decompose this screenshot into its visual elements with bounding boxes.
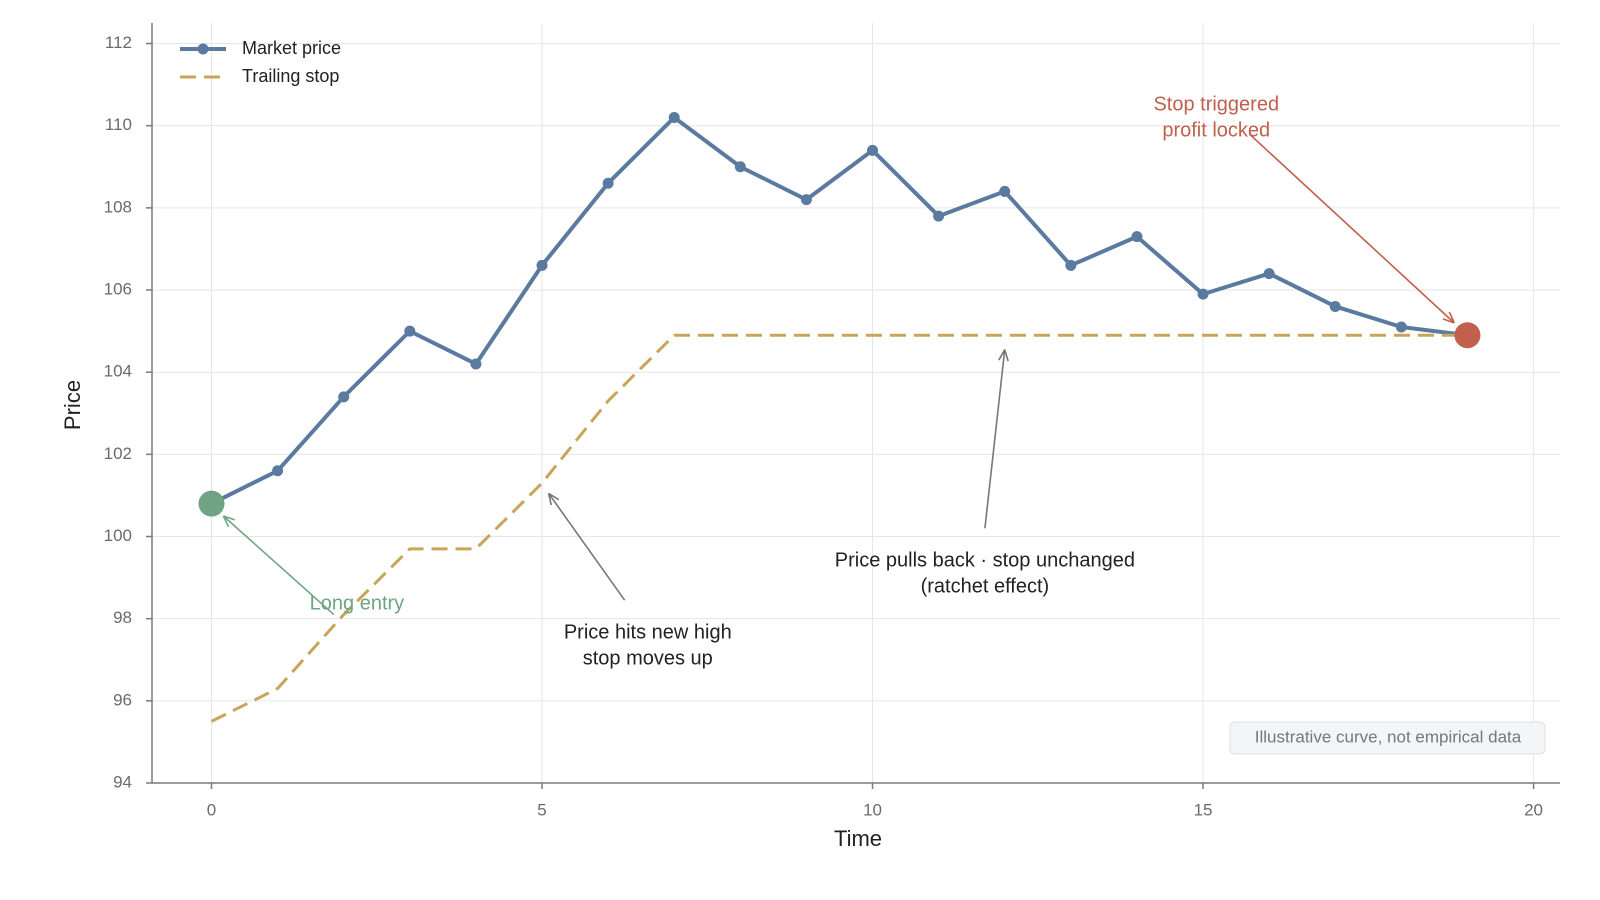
x-tick-label: 20 xyxy=(1524,800,1543,819)
legend-label: Trailing stop xyxy=(242,66,339,86)
x-tick-label: 5 xyxy=(537,800,546,819)
point xyxy=(1329,300,1341,312)
annotation: profit locked xyxy=(1162,119,1270,141)
series-line xyxy=(210,333,1468,723)
arrow-head xyxy=(1003,349,1009,362)
y-tick-label: 100 xyxy=(104,526,132,545)
note-box xyxy=(1229,721,1546,755)
y-tick-label: 106 xyxy=(104,280,132,299)
point xyxy=(1395,321,1407,333)
point xyxy=(404,325,416,337)
annotation: (ratchet effect) xyxy=(921,575,1050,597)
x-tick-label: 0 xyxy=(207,800,216,819)
exit-marker xyxy=(1454,322,1481,349)
y-tick-label: 96 xyxy=(113,690,132,709)
annotation-arrow xyxy=(222,515,335,616)
point xyxy=(272,465,284,477)
annotation-arrow xyxy=(547,492,626,601)
y-tick-label: 108 xyxy=(104,197,132,216)
y-tick-label: 102 xyxy=(104,444,132,463)
annotation: Price pulls back · stop unchanged xyxy=(835,549,1135,571)
arrow-head xyxy=(223,515,236,521)
annotation-arrow xyxy=(1248,133,1455,324)
y-tick-label: 98 xyxy=(113,608,132,627)
arrow-head xyxy=(998,349,1006,361)
legend-marker xyxy=(197,43,209,55)
arrow-head xyxy=(548,492,560,501)
x-tick-label: 10 xyxy=(863,800,882,819)
x-axis-label: Time xyxy=(834,826,882,851)
point xyxy=(867,144,879,156)
point xyxy=(1131,231,1143,243)
annotation: Stop triggered xyxy=(1153,93,1279,115)
y-tick-label: 94 xyxy=(113,772,132,791)
arrow-head xyxy=(547,493,553,506)
y-tick-label: 112 xyxy=(105,33,132,52)
y-tick-label: 104 xyxy=(104,362,132,381)
point xyxy=(1197,288,1209,300)
point xyxy=(933,210,945,222)
point xyxy=(1263,268,1275,280)
x-tick-label: 15 xyxy=(1194,800,1213,819)
annotation: stop moves up xyxy=(583,647,713,669)
annotation: Price hits new high xyxy=(564,621,732,643)
point xyxy=(470,358,482,370)
arrow-head xyxy=(1442,318,1455,324)
point xyxy=(1065,259,1077,271)
arrow-head xyxy=(1448,311,1455,324)
point xyxy=(999,185,1011,197)
annotation: Long entry xyxy=(310,593,405,615)
entry-marker xyxy=(198,490,225,517)
point xyxy=(338,391,350,403)
point xyxy=(602,177,614,189)
arrow-head xyxy=(222,515,230,528)
point xyxy=(734,161,746,173)
point xyxy=(536,259,548,271)
annotation-arrow xyxy=(984,349,1006,529)
legend-label: Market price xyxy=(242,38,341,58)
point xyxy=(800,194,812,206)
series-line xyxy=(210,115,1468,506)
y-axis-label: Price xyxy=(60,380,85,430)
note: Illustrative curve, not empirical data xyxy=(1255,727,1522,746)
y-tick-label: 110 xyxy=(105,115,132,134)
point xyxy=(668,111,680,123)
